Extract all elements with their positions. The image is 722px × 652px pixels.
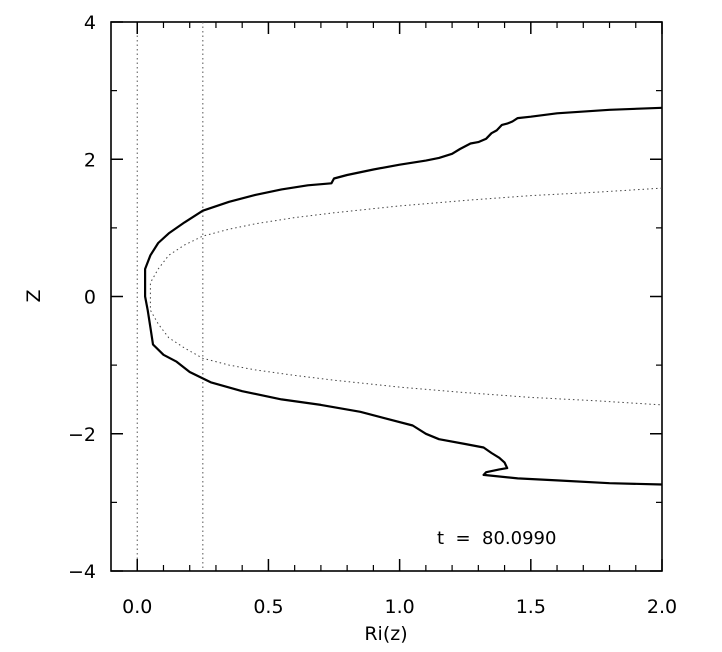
y-tick-label: 0 — [84, 287, 96, 309]
x-tick-label: 1.5 — [516, 596, 546, 618]
y-tick-label: −4 — [68, 561, 96, 583]
dotted-series-line — [149, 187, 663, 406]
y-tick-label: −2 — [68, 424, 96, 446]
reference-lines — [136, 22, 204, 571]
series-group — [144, 106, 663, 486]
y-axis-title: Z — [23, 289, 45, 302]
y-tick-label: 4 — [84, 12, 96, 34]
x-tick-label: 1.0 — [385, 596, 415, 618]
y-tick-labels: −4 −2 0 2 4 — [68, 12, 96, 583]
axis-ticks — [111, 21, 663, 572]
y-tick-label: 2 — [84, 149, 96, 171]
plot-frame — [110, 21, 663, 572]
x-axis-title: Ri(z) — [364, 623, 407, 645]
x-tick-labels: 0.0 0.5 1.0 1.5 2.0 — [122, 596, 677, 618]
x-tick-label: 0.0 — [122, 596, 152, 618]
time-annotation: t = 80.0990 — [437, 528, 556, 549]
x-tick-label: 2.0 — [647, 596, 677, 618]
solid-series-line — [144, 106, 663, 486]
x-tick-label: 0.5 — [253, 596, 283, 618]
